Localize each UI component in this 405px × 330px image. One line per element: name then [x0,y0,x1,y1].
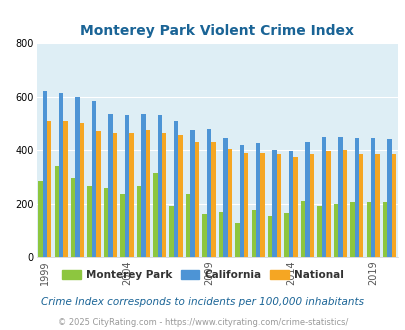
Bar [87,186,92,257]
Bar [243,153,248,257]
Bar [358,154,362,257]
Bar [337,137,342,257]
Bar [366,202,370,257]
Bar [75,96,80,257]
Bar [267,216,272,257]
Bar [325,151,330,257]
Bar [54,166,59,257]
Bar [223,138,227,257]
Bar [38,181,43,257]
Bar [124,115,129,257]
Bar [333,204,337,257]
Bar [129,133,133,257]
Bar [234,222,239,257]
Bar [80,123,84,257]
Bar [317,207,321,257]
Bar [194,142,199,257]
Bar [284,213,288,257]
Bar [71,178,75,257]
Title: Monterey Park Violent Crime Index: Monterey Park Violent Crime Index [80,23,353,38]
Bar [227,149,232,257]
Bar [309,154,313,257]
Bar [288,151,293,257]
Bar [169,207,173,257]
Bar [256,144,260,257]
Bar [218,212,223,257]
Bar [178,135,182,257]
Bar [211,142,215,257]
Bar [145,130,149,257]
Bar [293,157,297,257]
Bar [202,214,206,257]
Bar [43,91,47,257]
Bar [354,138,358,257]
Text: © 2025 CityRating.com - https://www.cityrating.com/crime-statistics/: © 2025 CityRating.com - https://www.city… [58,318,347,327]
Bar [108,114,113,257]
Bar [162,133,166,257]
Bar [92,101,96,257]
Bar [260,153,264,257]
Bar [321,137,325,257]
Bar [59,92,63,257]
Bar [370,138,375,257]
Bar [382,202,386,257]
Bar [113,133,117,257]
Bar [153,173,157,257]
Bar [375,154,379,257]
Bar [239,145,243,257]
Bar [47,121,51,257]
Bar [272,150,276,257]
Bar [206,129,211,257]
Bar [96,131,100,257]
Bar [136,186,141,257]
Legend: Monterey Park, California, National: Monterey Park, California, National [58,266,347,284]
Bar [349,202,354,257]
Bar [305,142,309,257]
Bar [120,194,124,257]
Bar [190,130,194,257]
Text: Crime Index corresponds to incidents per 100,000 inhabitants: Crime Index corresponds to incidents per… [41,297,364,307]
Bar [391,154,395,257]
Bar [173,121,178,257]
Bar [276,154,281,257]
Bar [386,139,391,257]
Bar [300,201,305,257]
Bar [251,211,256,257]
Bar [63,121,68,257]
Bar [104,188,108,257]
Bar [157,115,162,257]
Bar [185,194,190,257]
Bar [141,114,145,257]
Bar [342,150,346,257]
